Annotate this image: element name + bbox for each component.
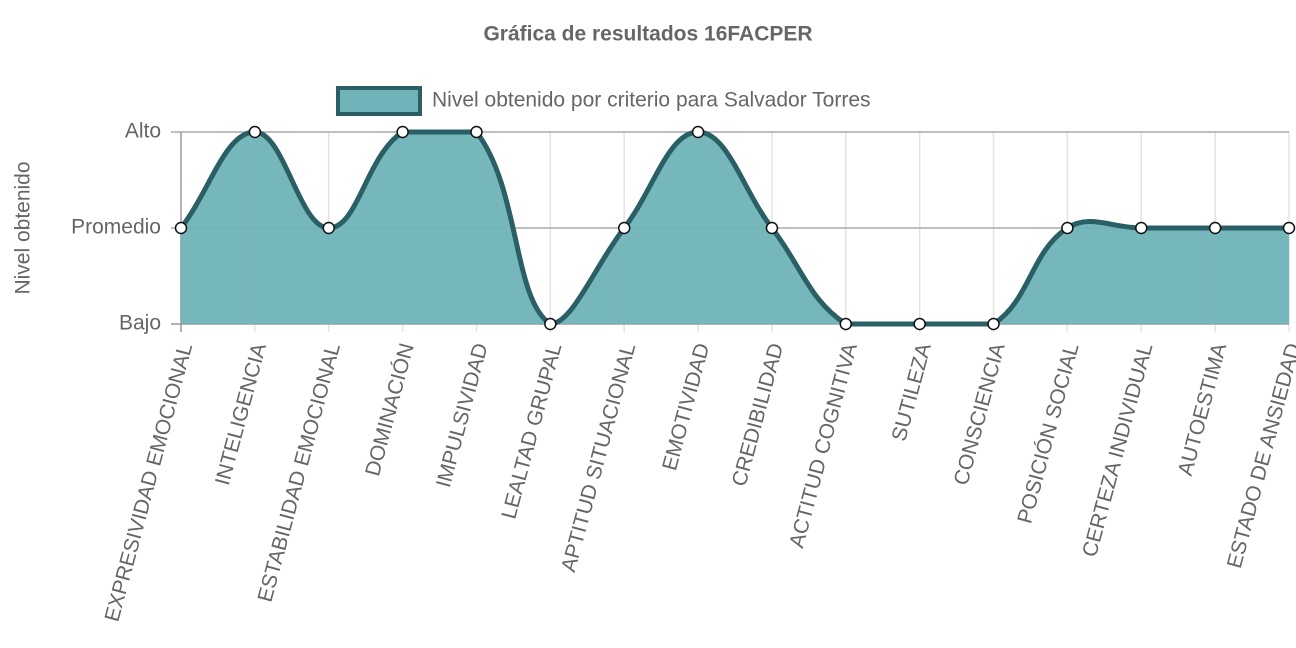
point xyxy=(470,125,483,139)
point xyxy=(396,125,409,139)
legend-label: Nivel obtenido por criterio para Salvado… xyxy=(432,89,871,112)
point xyxy=(322,221,335,235)
y-axis-title: Nivel obtenido xyxy=(12,161,35,294)
x-tick-label: AUTOESTIMA xyxy=(1174,341,1231,478)
x-tick-label: INTELIGENCIA xyxy=(211,341,271,488)
x-tick-label: POSICIÓN SOCIAL xyxy=(1013,341,1083,526)
x-tick-label: SUTILEZA xyxy=(888,341,936,444)
x-tick-label: CERTEZA INDIVIDUAL xyxy=(1078,341,1157,560)
legend-swatch xyxy=(336,86,422,116)
y-tick-label: Bajo xyxy=(119,312,161,335)
point xyxy=(544,317,557,331)
y-tick-label: Alto xyxy=(125,120,161,143)
point xyxy=(1061,221,1074,235)
y-tick-label: Promedio xyxy=(71,216,161,239)
x-tick-label: ESTADO DE ANSIEDAD xyxy=(1223,341,1296,571)
x-tick-label: LEALTAD GRUPAL xyxy=(497,341,566,522)
x-tick-label: EMOTIVIDAD xyxy=(658,341,714,473)
point xyxy=(987,317,1000,331)
point xyxy=(839,317,853,331)
point xyxy=(248,125,262,139)
x-tick-label: DOMINACIÓN xyxy=(361,341,419,479)
point xyxy=(174,221,188,235)
point xyxy=(765,221,779,235)
point xyxy=(1282,221,1296,235)
x-tick-label: CREDIBILIDAD xyxy=(728,341,788,489)
x-tick-label: ESTABILIDAD EMOCIONAL xyxy=(254,341,345,605)
chart-title: Gráfica de resultados 16FACPER xyxy=(483,23,812,46)
point xyxy=(1135,221,1148,235)
point xyxy=(1208,221,1222,235)
point xyxy=(913,317,926,331)
x-tick-label: EXPRESIVIDAD EMOCIONAL xyxy=(101,341,198,624)
x-tick-label: ACTITUD COGNITIVA xyxy=(785,341,862,551)
x-tick-label: CONSCIENCIA xyxy=(950,341,1010,488)
x-tick-label: APTITUD SITUACIONAL xyxy=(557,341,640,575)
area xyxy=(181,132,1289,324)
x-tick-label: IMPULSIVIDAD xyxy=(432,341,493,490)
point xyxy=(691,125,705,139)
point xyxy=(617,221,631,235)
